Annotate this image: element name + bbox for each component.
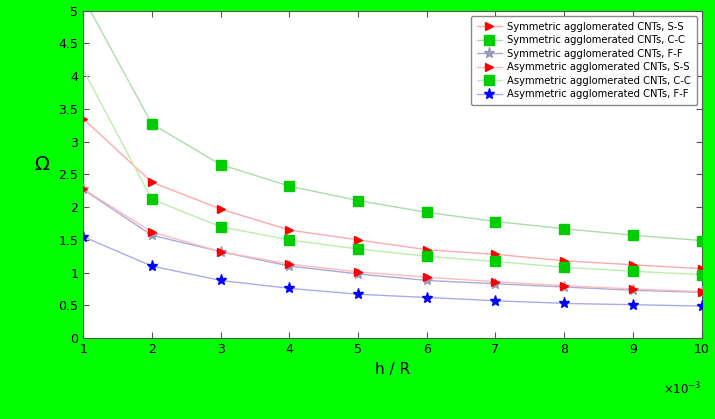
X-axis label: h / R: h / R (375, 362, 410, 377)
Y-axis label: Ω: Ω (34, 155, 49, 174)
Text: $\times10^{-3}$: $\times10^{-3}$ (664, 381, 701, 397)
Legend: Symmetric agglomerated CNTs, S-S, Symmetric agglomerated CNTs, C-C, Symmetric ag: Symmetric agglomerated CNTs, S-S, Symmet… (470, 16, 696, 105)
